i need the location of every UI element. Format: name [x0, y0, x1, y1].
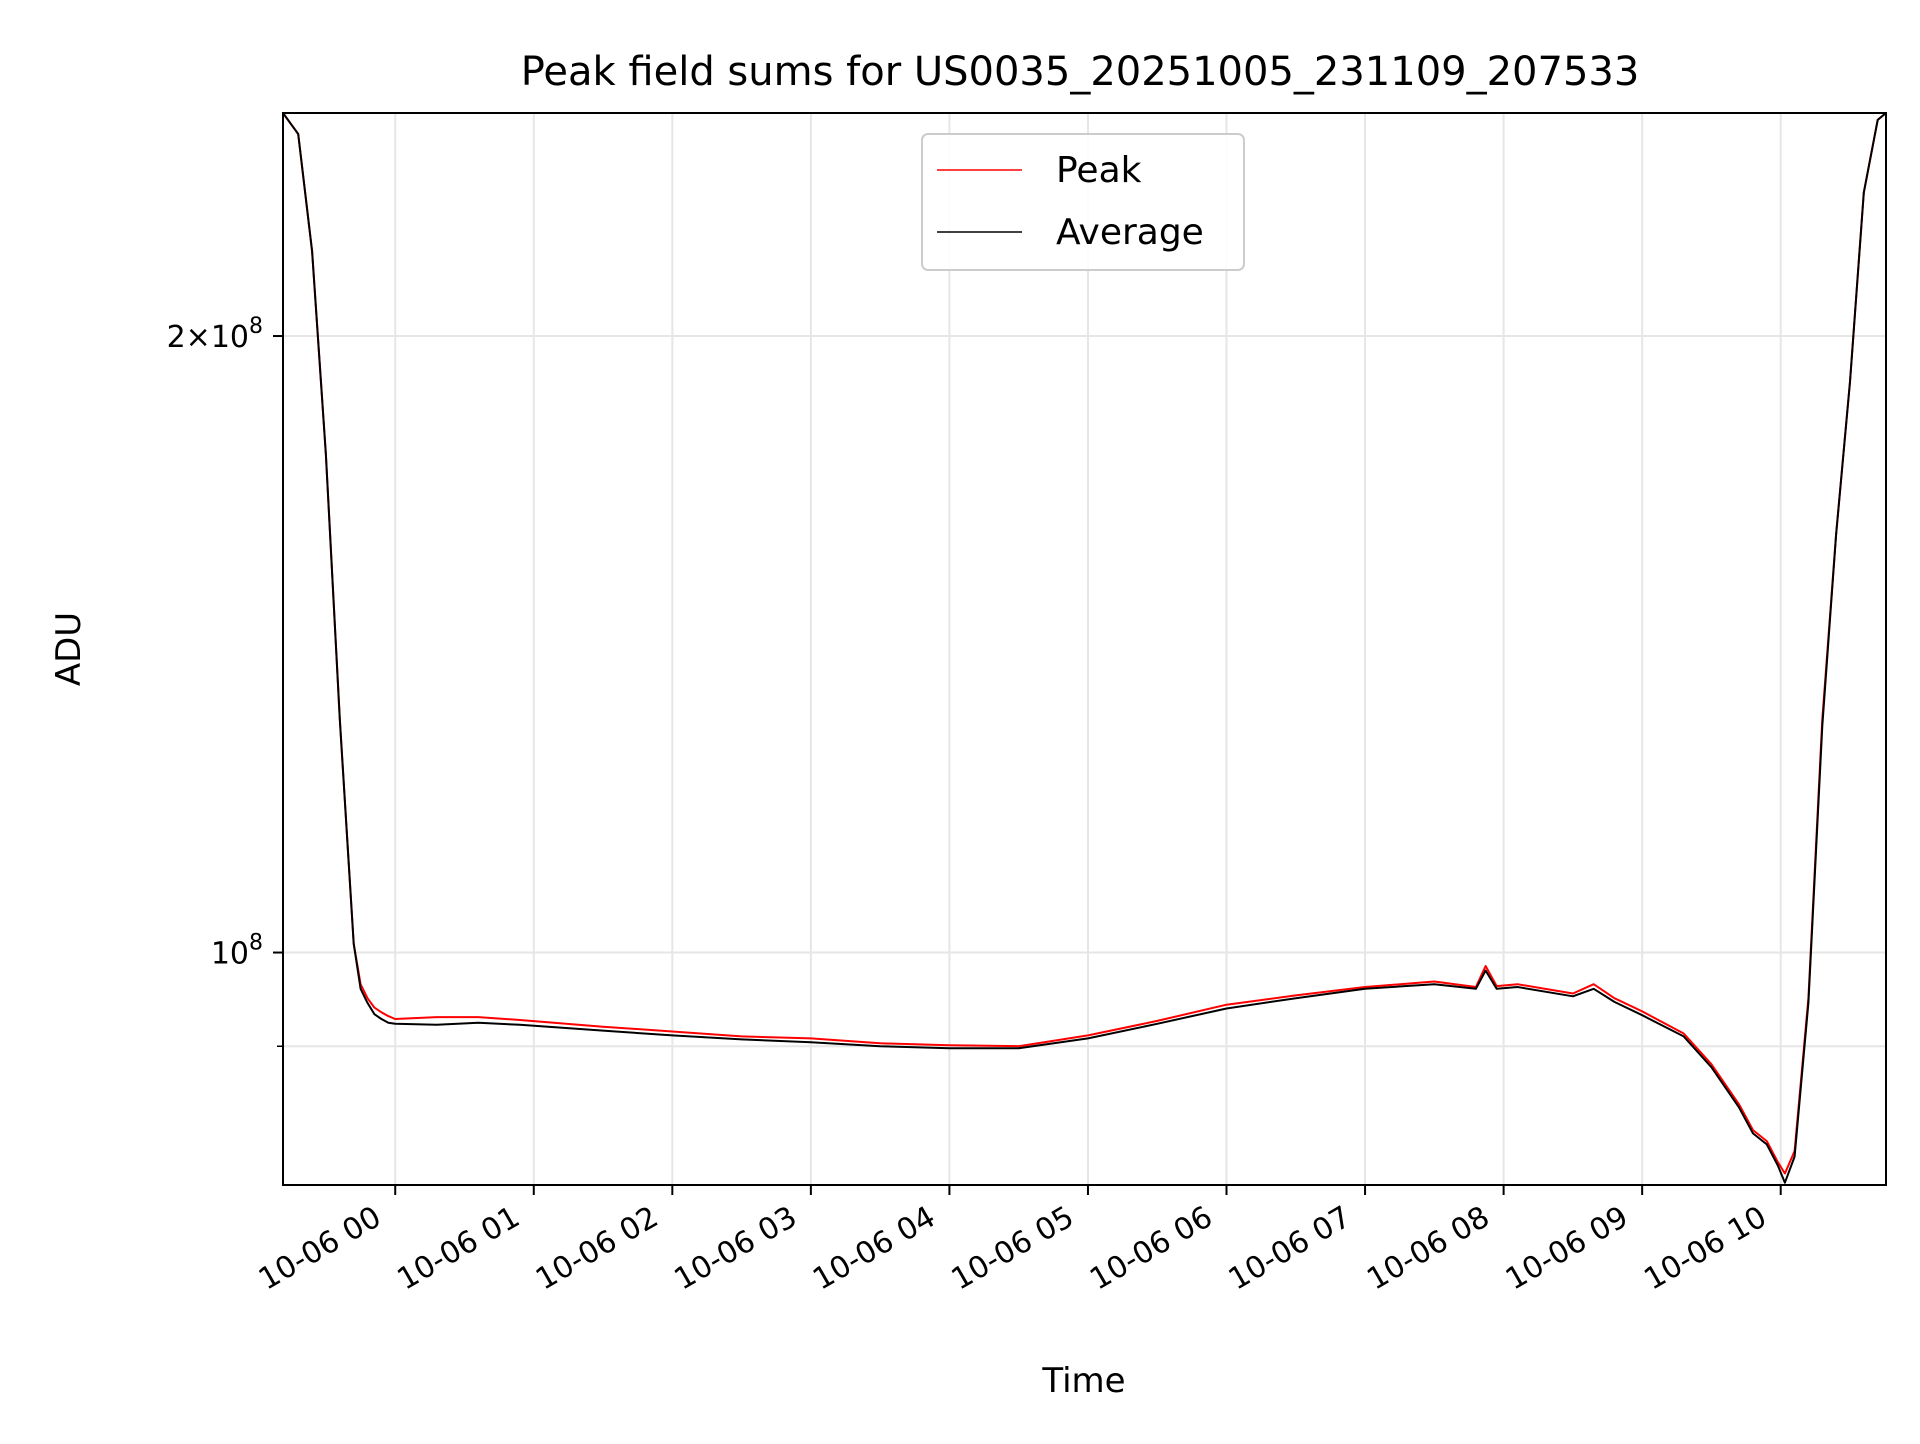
y-tick-label: 108	[211, 931, 263, 972]
x-tick-label: 10-06 05	[946, 1200, 1080, 1298]
x-tick-label: 10-06 08	[1361, 1200, 1495, 1298]
x-tick-label: 10-06 02	[530, 1200, 664, 1298]
grid-lines	[283, 113, 1886, 1185]
plot-frame	[282, 112, 1887, 1186]
x-tick-label: 10-06 04	[807, 1200, 941, 1298]
y-axis-label: ADU	[49, 612, 89, 686]
x-tick-label: 10-06 07	[1223, 1200, 1357, 1298]
series-layer	[283, 113, 1886, 1184]
legend-label-peak: Peak	[1056, 150, 1142, 191]
y-axis-ticks: 108 2×108	[167, 314, 283, 1047]
x-axis-label: Time	[1041, 1361, 1125, 1401]
x-tick-label: 10-06 03	[669, 1200, 803, 1298]
y-tick-label: 2×108	[167, 314, 263, 355]
x-tick-label: 10-06 00	[253, 1200, 387, 1298]
series-line-peak	[283, 113, 1886, 1175]
x-axis-ticks: 10-06 00 10-06 01 10-06 02 10-06 03 10-06 04…	[253, 1185, 1782, 1298]
x-tick-label: 10-06 06	[1084, 1200, 1218, 1298]
x-tick-label: 10-06 09	[1500, 1200, 1634, 1298]
legend-box	[921, 133, 1245, 271]
x-tick-label: 10-06 10	[1638, 1200, 1772, 1298]
series-line-average	[283, 113, 1886, 1184]
legend: Peak Average	[921, 133, 1245, 271]
chart-title: Peak field sums for US0035_20251005_2311…	[521, 49, 1640, 95]
legend-label-average: Average	[1056, 212, 1204, 253]
x-tick-label: 10-06 01	[391, 1200, 525, 1298]
